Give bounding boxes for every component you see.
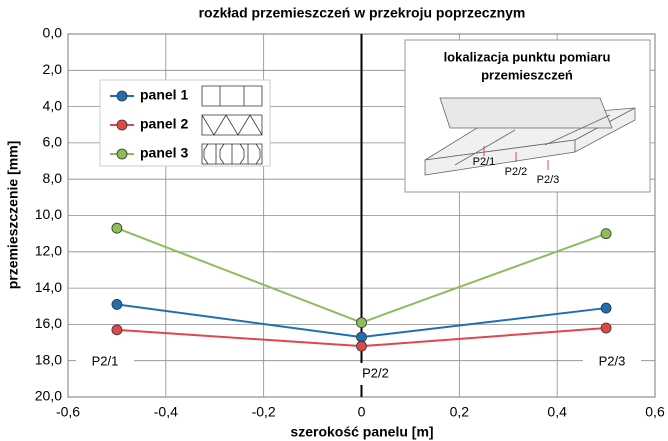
y-tick-label: 2,0 <box>43 61 63 77</box>
legend-icon <box>202 86 262 106</box>
inset-title: przemieszczeń <box>481 67 573 82</box>
y-tick-label: 12,0 <box>35 243 62 259</box>
legend-marker <box>117 120 127 130</box>
x-tick-label: 0 <box>358 404 366 420</box>
x-tick-label: 0,6 <box>645 404 665 420</box>
inset-label: P2/2 <box>505 166 528 178</box>
annotation: P2/1 <box>92 353 119 368</box>
data-point <box>357 332 367 342</box>
legend-marker <box>117 149 127 159</box>
inset-title: lokalizacja punktu pomiaru <box>444 49 611 64</box>
x-tick-label: 0,4 <box>547 404 567 420</box>
y-tick-label: 16,0 <box>35 315 62 331</box>
y-tick-label: 18,0 <box>35 351 62 367</box>
legend-label: panel 3 <box>140 145 188 161</box>
data-point <box>601 323 611 333</box>
data-point <box>601 229 611 239</box>
chart: rozkład przemieszczeń w przekroju poprze… <box>0 0 668 441</box>
x-tick-label: -0,6 <box>56 404 80 420</box>
chart-title: rozkład przemieszczeń w przekroju poprze… <box>199 5 526 21</box>
legend-label: panel 2 <box>140 116 188 132</box>
y-tick-label: 6,0 <box>43 134 63 150</box>
legend: panel 1 panel 2 panel 3 <box>100 80 270 166</box>
inset-label: P2/1 <box>473 156 496 168</box>
y-tick-label: 0,0 <box>43 25 63 41</box>
x-tick-label: 0,2 <box>450 404 470 420</box>
y-tick-label: 10,0 <box>35 206 62 222</box>
data-point <box>601 303 611 313</box>
inset: lokalizacja punktu pomiaru przemieszczeń… <box>405 40 650 192</box>
data-point <box>112 223 122 233</box>
y-tick-label: 20,0 <box>35 388 62 404</box>
data-point <box>112 299 122 309</box>
annotation: P2/2 <box>362 365 389 380</box>
legend-icon <box>202 144 262 164</box>
x-tick-label: -0,4 <box>154 404 178 420</box>
legend-label: panel 1 <box>140 87 188 103</box>
y-tick-label: 8,0 <box>43 170 63 186</box>
annotation: P2/3 <box>599 353 626 368</box>
data-point <box>112 325 122 335</box>
legend-marker <box>117 91 127 101</box>
x-axis-label: szerokość panelu [m] <box>290 424 433 440</box>
y-axis-label: przemieszczenie [mm] <box>5 141 21 290</box>
x-tick-label: -0,2 <box>252 404 276 420</box>
data-point <box>357 318 367 328</box>
data-point <box>357 341 367 351</box>
y-tick-label: 4,0 <box>43 97 63 113</box>
y-tick-label: 14,0 <box>35 279 62 295</box>
inset-label: P2/3 <box>537 174 560 186</box>
